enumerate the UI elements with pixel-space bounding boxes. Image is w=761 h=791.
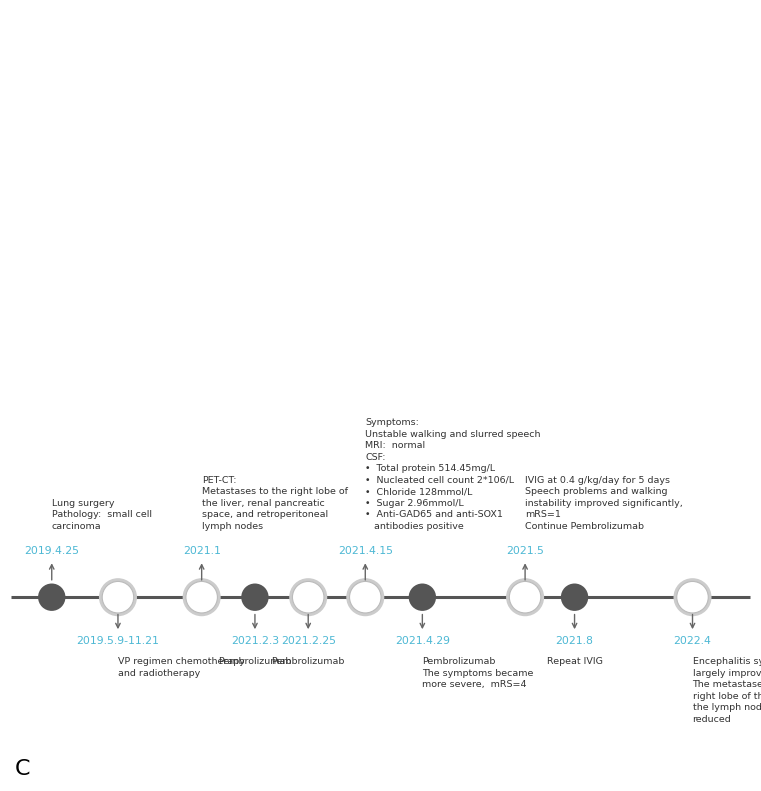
Text: 2019.4.25: 2019.4.25 <box>24 546 79 556</box>
Ellipse shape <box>241 584 269 611</box>
Text: 2021.8: 2021.8 <box>556 636 594 646</box>
Ellipse shape <box>677 581 708 613</box>
Ellipse shape <box>102 581 134 613</box>
Ellipse shape <box>673 578 712 616</box>
Text: C: C <box>15 759 30 779</box>
Text: Symptoms:
Unstable walking and slurred speech
MRI:  normal
CSF:
•  Total protein: Symptoms: Unstable walking and slurred s… <box>365 418 541 531</box>
Text: Repeat IVIG: Repeat IVIG <box>546 657 603 666</box>
Ellipse shape <box>289 578 327 616</box>
Text: 2021.4.15: 2021.4.15 <box>338 546 393 556</box>
Ellipse shape <box>506 578 544 616</box>
Text: PET-CT:
Metastases to the right lobe of
the liver, renal pancreatic
space, and r: PET-CT: Metastases to the right lobe of … <box>202 475 348 531</box>
Text: 2021.2.25: 2021.2.25 <box>281 636 336 646</box>
Text: VP regimen chemotherapy
and radiotherapy: VP regimen chemotherapy and radiotherapy <box>118 657 245 678</box>
Text: 2021.2.3: 2021.2.3 <box>231 636 279 646</box>
Ellipse shape <box>99 578 137 616</box>
Text: 2022.4: 2022.4 <box>673 636 712 646</box>
Text: IVIG at 0.4 g/kg/day for 5 days
Speech problems and walking
instability improved: IVIG at 0.4 g/kg/day for 5 days Speech p… <box>525 475 683 531</box>
Text: 2019.5.9-11.21: 2019.5.9-11.21 <box>77 636 159 646</box>
Text: B: B <box>403 360 419 380</box>
Ellipse shape <box>183 578 221 616</box>
Ellipse shape <box>346 578 384 616</box>
Text: Pembrolizumab
The symptoms became
more severe,  mRS=4: Pembrolizumab The symptoms became more s… <box>422 657 533 689</box>
Text: 2021.4.29: 2021.4.29 <box>395 636 450 646</box>
Ellipse shape <box>509 581 541 613</box>
Ellipse shape <box>38 584 65 611</box>
Text: 2021.1: 2021.1 <box>183 546 221 556</box>
Ellipse shape <box>561 584 588 611</box>
Ellipse shape <box>292 581 324 613</box>
Text: 2021.5: 2021.5 <box>506 546 544 556</box>
Text: Pembrolizumab: Pembrolizumab <box>218 657 291 666</box>
Ellipse shape <box>349 581 381 613</box>
Ellipse shape <box>186 581 218 613</box>
Text: Lung surgery
Pathology:  small cell
carcinoma: Lung surgery Pathology: small cell carci… <box>52 498 151 531</box>
Text: A: A <box>18 360 34 380</box>
Text: Pembrolizumab: Pembrolizumab <box>272 657 345 666</box>
Text: Encephalitis symptoms
largely improved
The metastases in the
right lobe of the l: Encephalitis symptoms largely improved T… <box>693 657 761 724</box>
Ellipse shape <box>409 584 436 611</box>
